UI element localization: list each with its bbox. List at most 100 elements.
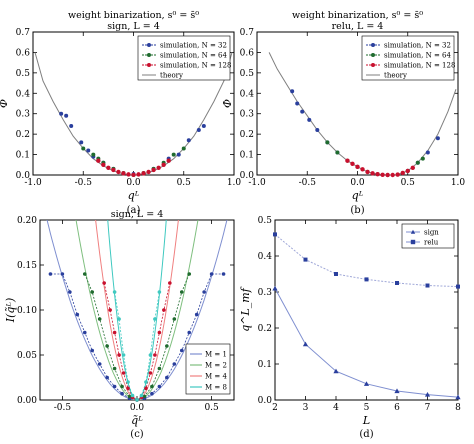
series-2-point (171, 152, 176, 157)
series-relu-point (273, 232, 277, 237)
series-1-point (194, 312, 199, 317)
legend-marker (147, 63, 151, 67)
series-1-point (176, 152, 181, 157)
y-tick-label: 0.2 (16, 130, 30, 140)
series-3-point (126, 386, 130, 391)
series-2-point (127, 394, 132, 399)
y-tick-label: 0.1 (258, 360, 272, 370)
legend-label: simulation, N = 128 (160, 62, 231, 70)
series-2-point (82, 272, 87, 276)
panel-caption: (d) (359, 429, 373, 440)
x-tick-label: -1.0 (248, 178, 266, 188)
legend-box (185, 343, 231, 395)
series-1-point (295, 101, 300, 106)
y-tick-label: 0.1 (16, 151, 30, 161)
series-1-point (186, 138, 191, 143)
series-3-point (141, 171, 146, 176)
series-3-point (345, 158, 350, 163)
x-tick-label: -0.5 (75, 178, 93, 188)
series-3-point (390, 172, 395, 178)
x-tick-label: 0.5 (177, 178, 192, 188)
series-1-point (48, 272, 53, 276)
theory-curve (46, 220, 228, 400)
y-tick-label: 0.00 (17, 396, 37, 406)
series-4-point (139, 393, 144, 398)
series-3-point (166, 158, 171, 163)
series-2-point (415, 160, 420, 165)
series-2-point (91, 152, 96, 157)
series-4-point (148, 353, 153, 357)
series-3-point (385, 172, 390, 178)
series-line (114, 291, 160, 401)
series-3-point (112, 330, 117, 335)
series-1-point (105, 375, 109, 380)
legend-marker (410, 239, 416, 245)
y-tick-label: 0.0 (258, 396, 273, 406)
series-line (103, 282, 171, 401)
series-4-point (144, 380, 148, 384)
series-3-point (360, 167, 365, 172)
legend-marker (371, 43, 375, 47)
legend-marker (147, 53, 151, 57)
series-2-point (157, 366, 162, 371)
series-3-point (101, 162, 106, 167)
series-1-point (86, 148, 91, 153)
series-2-point (97, 317, 102, 321)
series-line (274, 288, 459, 398)
series-3-point (156, 165, 161, 171)
y-tick-label: 0.3 (240, 110, 255, 120)
series-3-point (370, 171, 375, 176)
y-tick-label: 0.5 (258, 216, 273, 226)
series-3-point (121, 371, 126, 375)
series-3-point (168, 281, 172, 285)
legend-label: simulation, N = 32 (384, 42, 451, 50)
x-tick-label: 0.5 (204, 403, 219, 413)
legend-marker (371, 53, 375, 57)
y-tick-label: 0.20 (17, 216, 37, 226)
series-sign-point (394, 388, 400, 394)
x-tick-label: 7 (425, 403, 431, 413)
series-3-point (375, 171, 380, 177)
series-1-point (179, 348, 184, 353)
series-1-point (307, 117, 312, 122)
legend-marker (371, 63, 375, 67)
series-line (84, 273, 190, 401)
series-3-point (153, 353, 157, 357)
panel-title: sign, L = 4 (107, 21, 160, 32)
legend-marker (147, 43, 151, 47)
series-relu-point (425, 283, 430, 288)
series-sign-point (272, 285, 278, 291)
series-1-point (196, 128, 201, 133)
series-3-point (102, 281, 106, 285)
series-3-point (108, 308, 112, 312)
series-1-point (425, 150, 430, 155)
y-axis-label: Φ (0, 99, 10, 108)
y-axis-label: I(q̃ᴸ) (4, 298, 17, 324)
series-2-point (187, 272, 192, 276)
x-axis-label: qᴸ (352, 189, 364, 202)
series-sign-point (363, 381, 370, 386)
series-4-point (130, 393, 135, 398)
series-3-point (148, 371, 153, 375)
y-tick-label: 0.1 (240, 151, 254, 161)
series-2-point (325, 140, 330, 145)
y-tick-label: 0.0 (16, 171, 31, 181)
series-line (50, 273, 224, 401)
series-2-point (165, 344, 169, 348)
panel-caption: (b) (350, 205, 364, 216)
legend-label: M = 8 (205, 384, 227, 392)
series-1-point (290, 89, 295, 94)
x-tick-label: 0.0 (130, 403, 145, 413)
x-tick-label: 5 (364, 403, 370, 413)
series-2-point (90, 290, 95, 294)
series-4-point (153, 317, 157, 321)
legend-box (137, 35, 231, 81)
series-2-point (120, 384, 124, 389)
legend-box (361, 35, 455, 81)
series-1-point (69, 123, 74, 128)
legend-label: simulation, N = 64 (384, 52, 452, 60)
series-2-point (179, 290, 184, 294)
series-2-point (335, 150, 340, 155)
panel-title: weight binarization, s⁰ = s̄⁰ (292, 10, 423, 21)
series-1-point (435, 136, 440, 141)
